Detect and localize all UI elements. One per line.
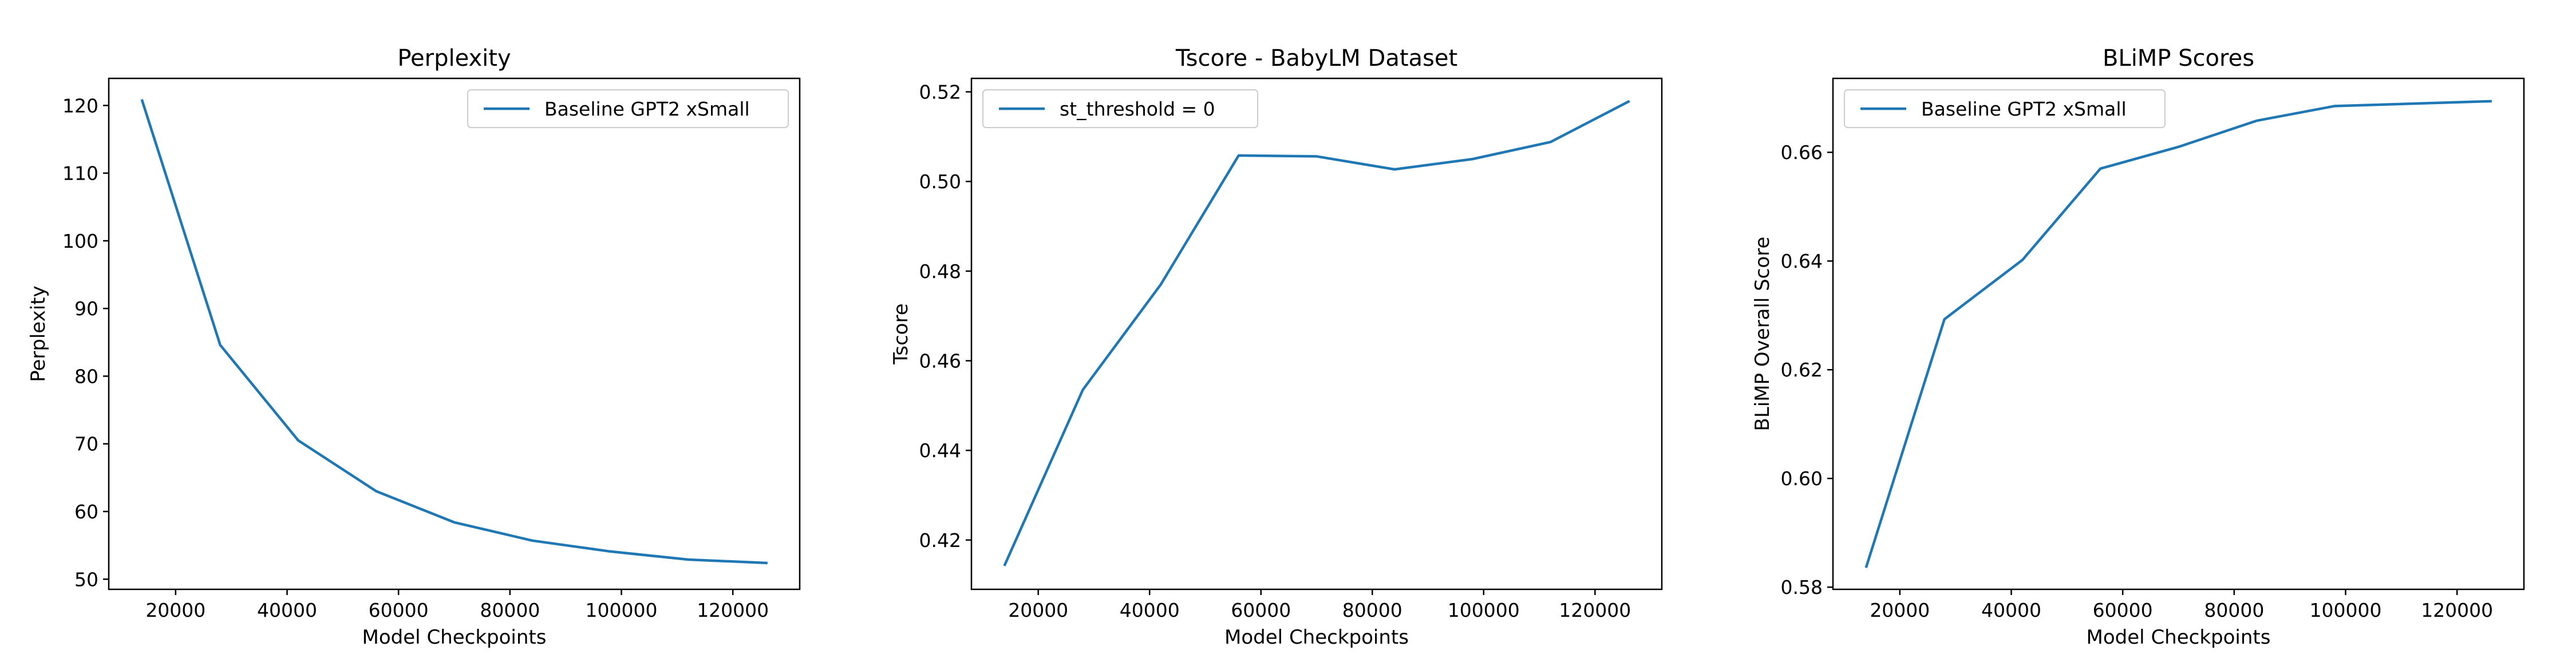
y-tick-label: 120 [62,94,98,117]
y-tick-label: 0.52 [919,81,961,104]
x-tick-label: 80000 [480,599,540,621]
y-tick-label: 80 [74,365,98,387]
x-tick-label: 120000 [2421,599,2493,621]
x-tick-label: 60000 [1231,599,1291,621]
y-tick-label: 0.48 [919,260,961,283]
chart-panel-2: Tscore - BabyLM Dataset Model Checkpoints… [890,45,1663,649]
y-tick-label: 0.46 [919,350,961,372]
y-tick-label: 0.62 [1781,359,1823,381]
legend-frame [982,89,1258,128]
legend-label: Baseline GPT2 xSmall [1921,98,2127,120]
y-tick-label: 0.50 [919,171,961,193]
y-tick-label: 110 [62,162,98,185]
y-axis-label: Tscore [890,303,912,365]
y-axis-label: Perplexity [27,286,50,382]
chart-panel-3: BLiMP Scores Model Checkpoints BLiMP Overa… [1751,45,2525,649]
x-tick-label: 100000 [2310,599,2382,621]
legend-frame [1844,89,2166,128]
x-tick-label: 120000 [1559,599,1631,621]
legend-frame [467,89,789,128]
legend: st_threshold = 0 [982,89,1258,128]
x-tick-label: 60000 [2093,599,2153,621]
y-tick-label: 0.60 [1781,467,1823,490]
x-axis-label: Model Checkpoints [362,626,547,649]
x-tick-label: 20000 [1008,599,1068,621]
y-tick-label: 0.42 [919,529,961,552]
series-line [1003,100,1630,566]
y-tick-label: 50 [74,568,98,590]
plot-area-frame [970,77,1663,590]
y-tick-label: 0.58 [1781,576,1823,598]
x-tick-label: 40000 [1981,599,2041,621]
x-tick-label: 20000 [145,599,206,621]
chart-title: Perplexity [397,45,511,72]
y-axis-label: BLiMP Overall Score [1751,237,1774,431]
chart-panel-1: Perplexity Model Checkpoints Perplexity 200… [27,45,801,649]
series-line [1864,100,2492,568]
x-tick-label: 100000 [586,599,658,621]
chart-title: Tscore - BabyLM Dataset [1175,45,1457,72]
legend: Baseline GPT2 xSmall [1844,89,2166,128]
x-tick-label: 120000 [697,599,769,621]
legend: Baseline GPT2 xSmall [467,89,789,128]
chart-title: BLiMP Scores [2103,45,2254,72]
plot-area-frame [108,77,801,590]
y-tick-label: 0.66 [1781,141,1823,164]
x-tick-label: 100000 [1448,599,1520,621]
x-axis-label: Model Checkpoints [1224,626,1409,649]
series-line [140,99,768,565]
y-tick-label: 100 [62,230,98,252]
plot-area-frame [1832,77,2525,590]
y-tick-label: 60 [74,501,98,523]
x-axis-label: Model Checkpoints [2087,626,2271,649]
y-tick-label: 90 [74,298,98,320]
x-tick-label: 40000 [257,599,317,621]
x-tick-label: 20000 [1870,599,1930,621]
y-tick-label: 0.44 [919,439,961,462]
legend-label: Baseline GPT2 xSmall [544,98,750,120]
y-tick-label: 70 [74,433,98,455]
x-tick-label: 40000 [1120,599,1180,621]
legend-label: st_threshold = 0 [1060,98,1215,120]
x-tick-label: 80000 [2204,599,2264,621]
y-tick-label: 0.64 [1781,250,1823,272]
x-tick-label: 80000 [1342,599,1402,621]
x-tick-label: 60000 [369,599,429,621]
